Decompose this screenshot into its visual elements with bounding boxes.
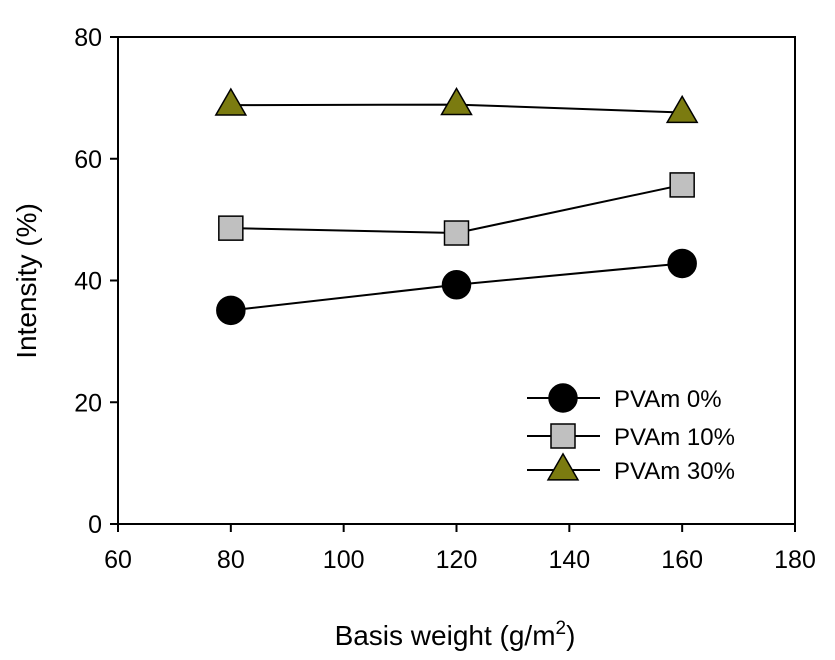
data-point-circle [216, 295, 246, 326]
data-point-square [443, 220, 470, 246]
y-axis-title: Intensity (%) [11, 203, 42, 359]
legend: PVAm 0% PVAm 10% PVAm 30% [527, 383, 735, 485]
data-point-square [669, 172, 695, 198]
data-point-triangle [665, 94, 699, 124]
x-axis-title-suffix: ) [566, 620, 575, 651]
x-axis-title: Basis weight (g/m2) [335, 618, 576, 651]
legend-marker-triangle [546, 452, 580, 481]
legend-label: PVAm 0% [614, 386, 722, 413]
x-tick-label: 180 [774, 546, 816, 574]
series-square [218, 172, 695, 246]
legend-entry: PVAm 30% [527, 452, 735, 485]
y-tick-label: 20 [74, 389, 102, 417]
x-axis-title-superscript: 2 [556, 618, 567, 639]
y-axis-ticks: 0 20 40 60 80 [74, 24, 118, 539]
x-tick-label: 60 [104, 546, 132, 574]
x-axis-ticks: 60 80 100 120 140 160 180 [104, 524, 816, 574]
legend-marker-square [550, 423, 576, 449]
legend-entry: PVAm 0% [527, 383, 722, 413]
data-point-triangle [214, 87, 248, 116]
legend-label: PVAm 10% [614, 424, 735, 451]
data-point-circle [441, 270, 472, 300]
series-group [214, 86, 699, 326]
legend-label: PVAm 30% [614, 458, 735, 485]
legend-marker-circle [548, 383, 578, 413]
data-point-square [218, 215, 244, 241]
y-tick-label: 40 [74, 268, 102, 296]
x-axis-title-main: Basis weight (g/m [335, 620, 556, 651]
x-tick-label: 80 [217, 546, 245, 574]
x-tick-label: 140 [548, 546, 590, 574]
data-point-triangle [440, 86, 473, 116]
series-circle [216, 248, 697, 326]
x-tick-label: 100 [323, 546, 365, 574]
x-tick-label: 160 [661, 546, 703, 574]
y-tick-label: 0 [88, 511, 102, 539]
data-point-circle [667, 248, 697, 279]
legend-entry: PVAm 10% [527, 423, 735, 451]
series-triangle [214, 86, 699, 124]
y-tick-label: 80 [74, 24, 102, 52]
y-tick-label: 60 [74, 146, 102, 174]
x-tick-label: 120 [436, 546, 478, 574]
